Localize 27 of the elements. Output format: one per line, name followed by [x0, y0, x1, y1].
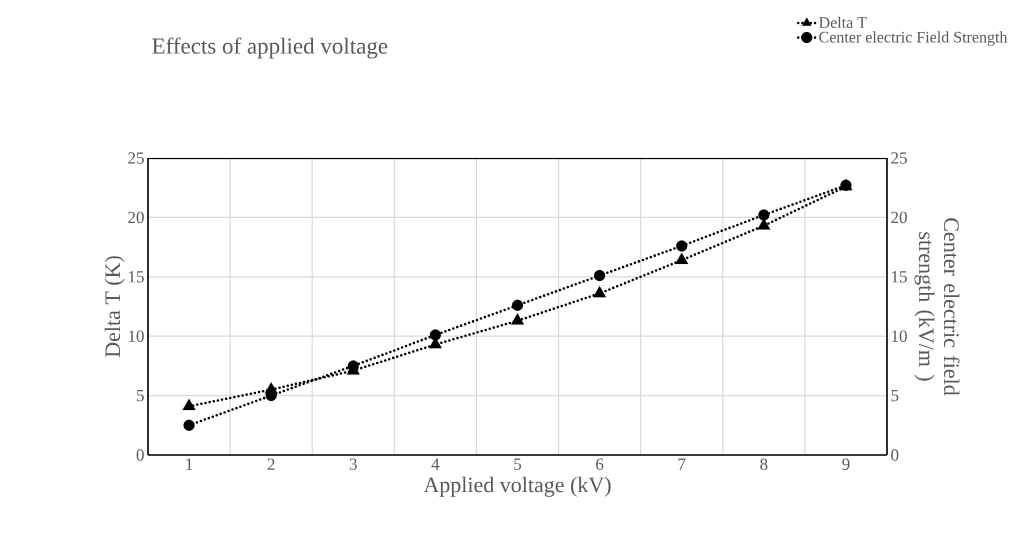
- x-tick-label: 7: [678, 458, 686, 470]
- x-tick-label: 3: [349, 458, 357, 470]
- x-tick-label: 8: [760, 458, 768, 470]
- y2-axis-title: Center electric field strength (kV/m ): [914, 218, 960, 396]
- chart-title: Effects of applied voltage: [152, 37, 388, 59]
- y-tick-label: 0: [136, 449, 144, 461]
- y2-tick-label: 10: [892, 330, 907, 342]
- y-tick-label: 25: [128, 152, 144, 164]
- x-tick-label: 9: [842, 458, 850, 470]
- x-tick-label: 1: [186, 458, 193, 470]
- y-tick-label: 5: [136, 389, 144, 402]
- y2-tick-label: 20: [891, 211, 907, 224]
- y2-tick-label: 25: [891, 152, 907, 164]
- legend-label: Center electric Field Strength: [819, 31, 1008, 46]
- x-tick-label: 5: [514, 458, 522, 470]
- y-tick-label: 10: [128, 330, 144, 342]
- y2-tick-label: 0: [891, 449, 899, 461]
- y-tick-label: 15: [128, 271, 144, 283]
- y2-tick-label: 5: [891, 389, 899, 402]
- x-axis-title: Applied voltage (kV): [423, 476, 611, 497]
- x-tick-label: 6: [596, 458, 604, 470]
- y-axis-title: Delta T (K): [104, 256, 125, 358]
- legend-label: Delta T: [819, 16, 867, 28]
- x-tick-label: 4: [431, 458, 440, 470]
- y2-tick-label: 15: [892, 271, 907, 283]
- y-tick-label: 20: [128, 211, 144, 224]
- x-tick-label: 2: [267, 458, 275, 470]
